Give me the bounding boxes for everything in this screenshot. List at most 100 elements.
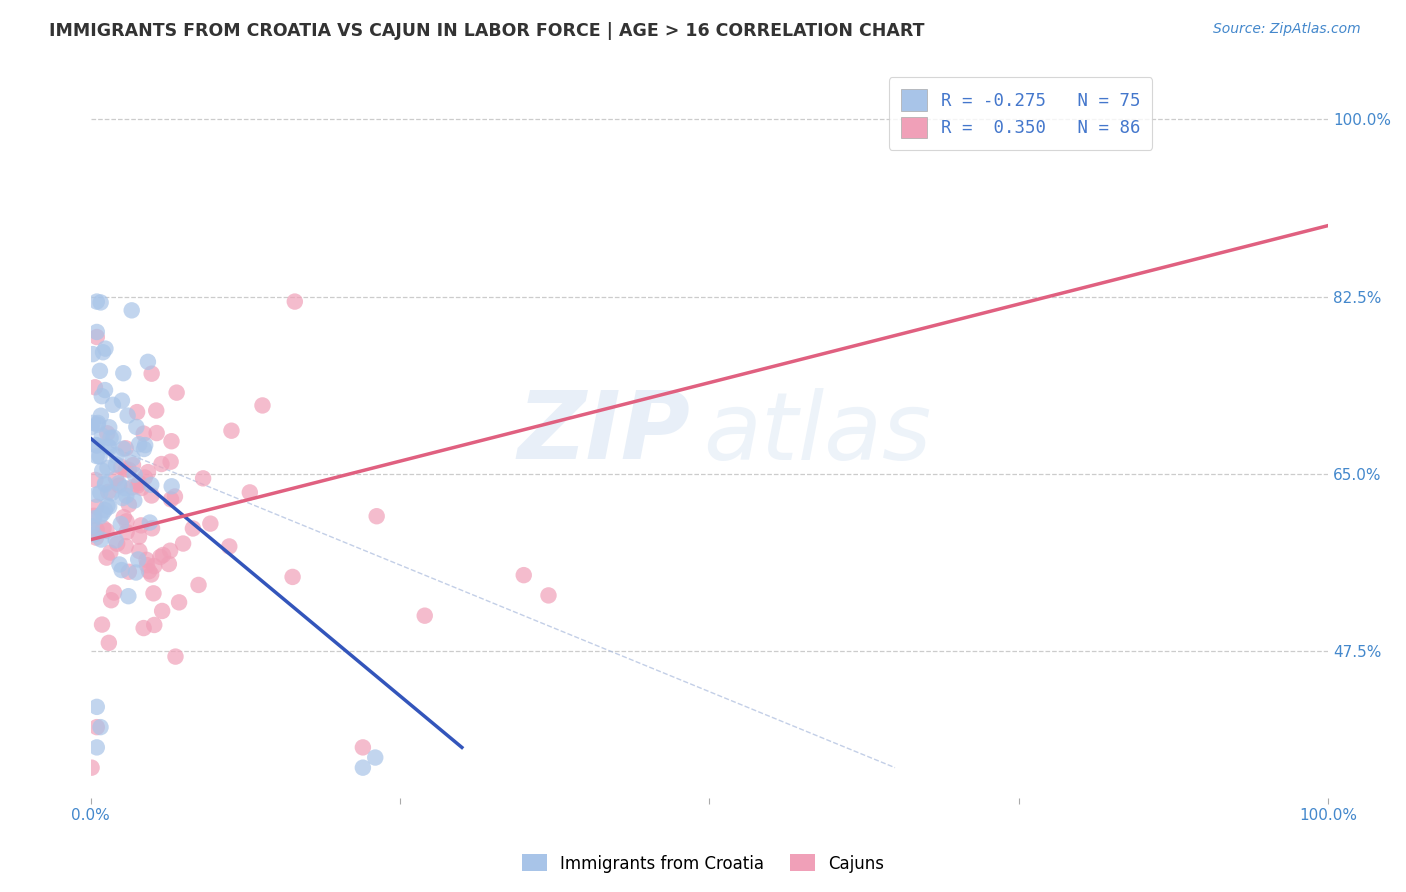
Point [165, 649, 187, 664]
Point [134, 438, 156, 452]
Point [83, 511, 105, 525]
Point [152, 548, 174, 562]
Point [114, 539, 136, 553]
Point [513, 568, 536, 582]
Point [97, 484, 120, 499]
Point [90, 409, 112, 423]
Point [142, 586, 165, 600]
Point [125, 420, 148, 434]
Point [108, 558, 131, 572]
Point [187, 578, 209, 592]
Point [112, 366, 135, 380]
Point [125, 566, 148, 580]
Point [96, 524, 118, 538]
Point [163, 490, 186, 504]
Point [218, 540, 240, 554]
Point [172, 536, 194, 550]
Point [90, 533, 112, 547]
Point [86, 294, 108, 309]
Point [129, 518, 152, 533]
Point [86, 488, 108, 502]
Text: Source: ZipAtlas.com: Source: ZipAtlas.com [1213, 22, 1361, 37]
Point [96, 426, 118, 441]
Point [138, 564, 160, 578]
Point [97, 636, 120, 650]
Point [100, 593, 122, 607]
Point [115, 514, 138, 528]
Point [118, 498, 141, 512]
Point [91, 507, 114, 521]
Point [112, 510, 135, 524]
Point [86, 417, 108, 432]
Point [84, 438, 107, 452]
Point [127, 478, 149, 492]
Point [160, 492, 183, 507]
Point [94, 477, 117, 491]
Point [86, 699, 108, 714]
Point [98, 420, 121, 434]
Point [139, 516, 162, 530]
Point [94, 476, 117, 491]
Point [80, 420, 103, 434]
Point [121, 303, 143, 318]
Point [86, 330, 108, 344]
Point [111, 393, 134, 408]
Point [98, 500, 121, 514]
Point [110, 459, 132, 474]
Point [131, 481, 153, 495]
Text: ZIP: ZIP [517, 387, 690, 479]
Point [200, 516, 222, 531]
Point [136, 558, 159, 573]
Point [141, 488, 163, 502]
Point [84, 473, 107, 487]
Point [145, 403, 167, 417]
Point [252, 399, 274, 413]
Point [132, 621, 155, 635]
Point [86, 523, 108, 537]
Point [114, 442, 136, 456]
Point [98, 546, 121, 560]
Point [87, 416, 110, 430]
Point [143, 559, 166, 574]
Point [80, 519, 103, 533]
Point [110, 516, 132, 531]
Point [86, 449, 108, 463]
Point [135, 553, 157, 567]
Point [89, 450, 111, 464]
Point [84, 380, 107, 394]
Text: atlas: atlas [703, 388, 931, 479]
Point [352, 740, 374, 755]
Point [86, 438, 108, 452]
Point [136, 465, 159, 479]
Point [122, 458, 145, 472]
Point [128, 530, 150, 544]
Point [80, 761, 103, 775]
Point [121, 480, 143, 494]
Point [94, 383, 117, 397]
Point [108, 478, 131, 492]
Point [115, 524, 138, 539]
Point [127, 552, 149, 566]
Point [191, 471, 214, 485]
Point [91, 617, 114, 632]
Point [159, 455, 181, 469]
Point [89, 364, 111, 378]
Point [103, 430, 125, 444]
Point [111, 563, 134, 577]
Point [157, 557, 180, 571]
Point [101, 398, 124, 412]
Point [86, 720, 108, 734]
Point [104, 533, 127, 548]
Point [160, 479, 183, 493]
Point [281, 570, 304, 584]
Point [105, 537, 128, 551]
Point [141, 521, 163, 535]
Point [107, 476, 129, 491]
Point [96, 499, 118, 513]
Point [145, 425, 167, 440]
Point [284, 294, 307, 309]
Point [90, 295, 112, 310]
Point [118, 463, 141, 477]
Point [167, 595, 190, 609]
Point [121, 451, 143, 466]
